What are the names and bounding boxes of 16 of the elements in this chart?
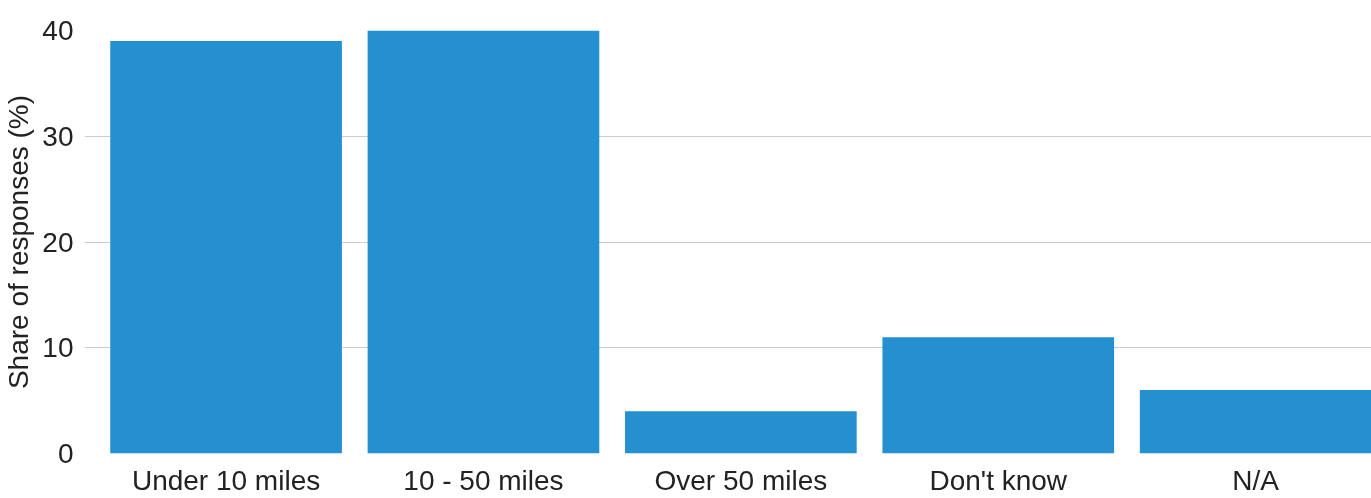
x-tick-label: 10 - 50 miles [403, 464, 564, 496]
bar [625, 411, 857, 454]
y-tick-label: 30 [42, 120, 74, 152]
bar [1139, 390, 1371, 454]
bar [367, 30, 600, 454]
bar [882, 337, 1115, 454]
x-tick-label: Don't know [929, 464, 1068, 496]
bar [110, 41, 342, 454]
y-tick-label: 0 [57, 438, 74, 469]
y-axis-title: Share of responses (%) [3, 94, 35, 390]
x-tick-label: N/A [1232, 464, 1280, 496]
y-tick-label: 20 [42, 226, 74, 258]
x-tick-label: Under 10 miles [131, 464, 321, 496]
y-tick-label: 10 [42, 332, 74, 364]
x-tick-label: Over 50 miles [654, 464, 828, 496]
y-tick-label: 40 [42, 15, 74, 46]
